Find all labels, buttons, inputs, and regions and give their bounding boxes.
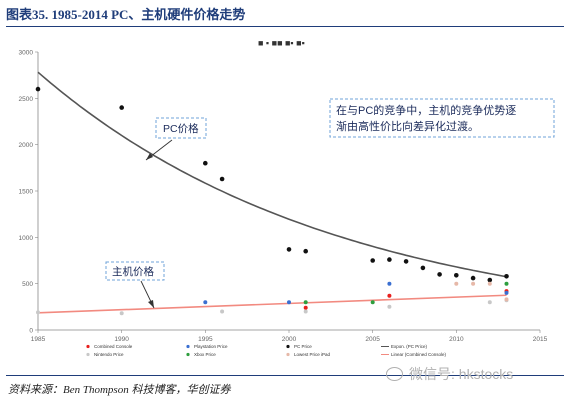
point-pc-price [504, 274, 509, 279]
y-tick-label: 0 [29, 328, 33, 335]
x-tick-label: 2005 [365, 336, 380, 343]
legend-marker-lowest-price-ipad [286, 352, 290, 357]
point-nintendo-price [303, 309, 308, 314]
trendline-expon-pc [37, 71, 507, 278]
point-lowest-price-ipad [504, 297, 509, 302]
callout-box [329, 98, 555, 138]
point-playstation-price [387, 281, 392, 286]
point-combined-console [303, 305, 308, 310]
point-xbox-price [504, 281, 509, 286]
legend-marker-nintendo-price [86, 352, 90, 357]
data-points [35, 86, 509, 316]
y-tick-label: 2000 [19, 142, 34, 149]
point-combined-console [387, 293, 392, 298]
point-pc-price [35, 86, 41, 92]
point-pc-price [470, 275, 476, 281]
point-nintendo-price [387, 304, 392, 309]
y-tick-label: 3000 [19, 50, 34, 57]
x-tick-label: 1985 [31, 336, 46, 343]
chart-axes: 1985 1990 1995 2000 2005 2010 2015 0 500 1000 1500… [19, 50, 548, 344]
watermark-text: 微信号: hkstocks [409, 366, 514, 382]
price-chart: 1985 1990 1995 2000 2005 2010 2015 0 500 1000 1500… [19, 38, 555, 357]
point-pc-price [420, 265, 426, 271]
point-playstation-price [287, 300, 291, 305]
point-nintendo-price [220, 309, 225, 314]
legend-label-pc-price: PC Price [294, 344, 312, 349]
console-label-arrowhead [148, 300, 154, 308]
x-tick-label: 1995 [198, 336, 213, 343]
figure-title: 图表35. 1985-2014 PC、主机硬件价格走势 [6, 7, 246, 22]
legend-label-combined-console: Combined Console [94, 344, 133, 349]
x-tick-label: 1990 [114, 336, 129, 343]
pc-label: PC价格 [163, 122, 199, 135]
inset-title-group: ■ ▪ ■■ ■▪ ■▪ [258, 38, 305, 48]
legend-label-linear-combined-console-: Linear (Combined Console) [391, 352, 447, 357]
point-lowest-price-ipad [487, 281, 492, 286]
callout-line-2: 渐由高性价比向差异化过渡。 [336, 119, 479, 133]
x-tick-label: 2000 [282, 336, 297, 343]
legend-label-lowest-price-ipad: Lowest Price iPad [294, 352, 331, 357]
y-tick-label: 1000 [19, 235, 34, 242]
console-label: 主机价格 [112, 265, 154, 278]
x-tick-label: 2010 [449, 336, 464, 343]
point-playstation-price [203, 300, 208, 305]
title-rule [6, 26, 564, 27]
legend-label-expon-pc-price-: Expon. (PC Price) [391, 344, 428, 349]
legend-label-nintendo-price: Nintendo Price [94, 352, 124, 357]
console-label-group: 主机价格 [105, 261, 165, 309]
y-tick-label: 500 [22, 281, 33, 288]
y-tick-label: 1500 [19, 189, 34, 196]
point-nintendo-price [119, 311, 124, 316]
point-xbox-price [303, 300, 308, 305]
legend: Combined Console Nintendo Price Playstatio… [86, 344, 447, 357]
legend-marker-pc-price [286, 344, 290, 349]
point-nintendo-price [487, 300, 492, 305]
point-pc-price [403, 259, 409, 264]
inset-title: ■ ▪ ■■ ■▪ ■▪ [258, 38, 305, 48]
legend-marker-combined-console [86, 344, 90, 349]
point-lowest-price-ipad [471, 281, 476, 286]
point-nintendo-price [36, 310, 40, 315]
point-pc-price [487, 277, 493, 283]
legend-label-playstation-price: Playstation Price [194, 344, 228, 349]
legend-label-xbox-price: Xbox Price [194, 352, 216, 357]
point-xbox-price [370, 300, 375, 305]
callout: 在与PC的竞争中，主机的竞争优势逐 渐由高性价比向差异化过渡。 [329, 98, 555, 138]
point-pc-price [303, 248, 309, 254]
watermark: 微信号: hkstocks [386, 364, 513, 384]
point-pc-price [119, 105, 124, 110]
legend-marker-xbox-price [186, 352, 190, 357]
point-pc-price [437, 272, 442, 277]
source-note: 资料来源：Ben Thompson 科技博客，华创证券 [8, 384, 231, 396]
bottom-rule [6, 375, 564, 376]
point-pc-price [286, 247, 292, 252]
y-tick-label: 2500 [19, 96, 34, 103]
point-pc-price [454, 273, 459, 278]
point-lowest-price-ipad [454, 281, 459, 286]
point-pc-price [370, 258, 376, 263]
point-pc-price [387, 257, 392, 262]
console-label-box [105, 261, 165, 281]
legend-marker-playstation-price [186, 344, 190, 349]
trendline-linear-console [37, 294, 507, 314]
point-playstation-price [504, 290, 509, 295]
pc-label-arrowhead [146, 153, 153, 160]
point-pc-price [219, 176, 225, 182]
pc-label-group: PC价格 [145, 117, 207, 161]
wechat-icon [386, 367, 403, 381]
trendlines [37, 71, 507, 314]
point-pc-price [203, 160, 208, 166]
x-tick-label: 2015 [533, 336, 548, 343]
callout-line-1: 在与PC的竞争中，主机的竞争优势逐 [336, 103, 516, 117]
pc-label-box [155, 117, 207, 139]
